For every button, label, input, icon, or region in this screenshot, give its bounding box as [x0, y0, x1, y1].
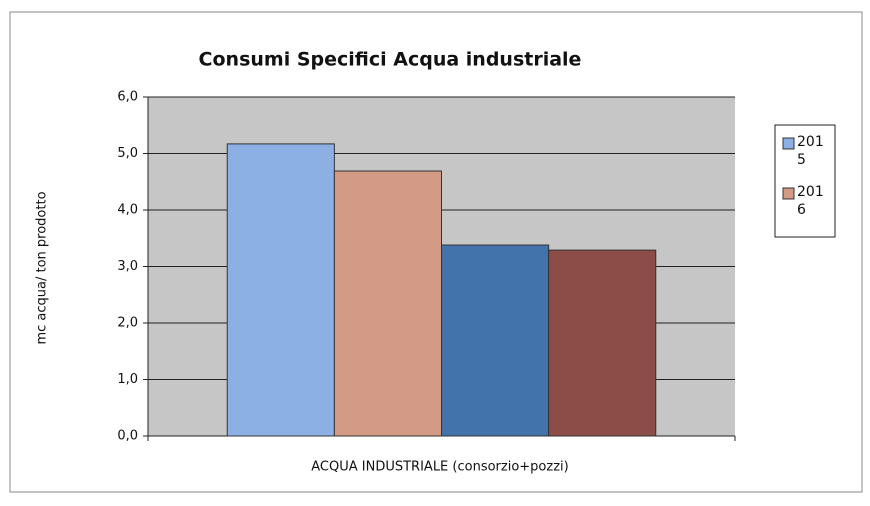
legend-label: 2015: [797, 134, 824, 168]
legend-entry: 2015: [797, 134, 824, 168]
bar: [548, 249, 657, 437]
legend-box: [774, 124, 836, 238]
legend-swatch: [782, 187, 795, 200]
x-axis-label: ACQUA INDUSTRIALE (consorzio+pozzi): [311, 460, 568, 475]
bar: [441, 244, 550, 437]
y-tick-label: 6,0: [117, 90, 138, 105]
legend-entry: 2016: [797, 184, 824, 218]
y-tick-label: 4,0: [117, 203, 138, 218]
y-tick-label: 0,0: [117, 429, 138, 444]
legend-swatch: [782, 137, 795, 150]
y-tick-label: 1,0: [117, 372, 138, 387]
y-axis-label: mc acqua/ ton prodotto: [35, 191, 50, 344]
y-tick-label: 3,0: [117, 259, 138, 274]
y-tick-label: 5,0: [117, 146, 138, 161]
y-tick-label: 2,0: [117, 316, 138, 331]
legend-label: 2016: [797, 184, 824, 218]
bar: [226, 143, 335, 437]
bar: [333, 170, 442, 437]
chart-title: Consumi Specifici Acqua industriale: [199, 49, 582, 71]
